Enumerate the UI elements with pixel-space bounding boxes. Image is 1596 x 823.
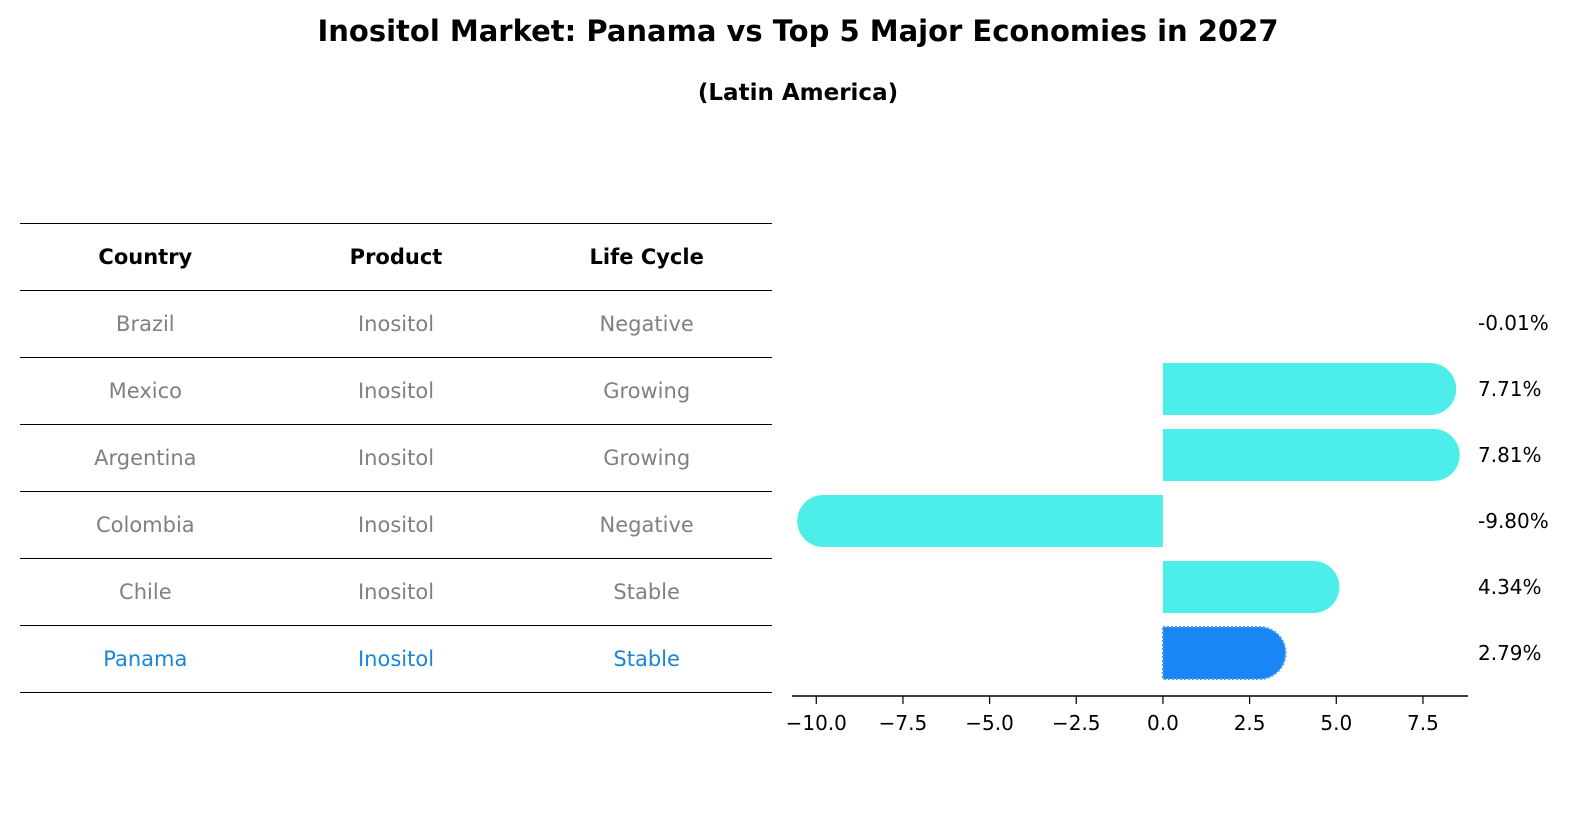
value-label-mexico: 7.71% xyxy=(1478,377,1542,401)
chart-title: Inositol Market: Panama vs Top 5 Major E… xyxy=(317,14,1279,48)
table-row: Colombia Inositol Negative xyxy=(20,491,772,558)
header-country: Country xyxy=(98,245,193,269)
cell-product: Inositol xyxy=(357,647,435,671)
value-label-argentina: 7.81% xyxy=(1478,443,1542,467)
x-tick-label: 7.5 xyxy=(1407,711,1439,735)
cell-life-cycle: Growing xyxy=(603,446,691,470)
value-label-colombia: -9.80% xyxy=(1478,509,1549,533)
cell-country: Brazil xyxy=(116,312,175,336)
cell-life-cycle: Negative xyxy=(599,513,694,537)
table-header-row: Country Product Life Cycle xyxy=(20,223,772,290)
x-tick-label: −5.0 xyxy=(965,711,1014,735)
cell-life-cycle: Stable xyxy=(613,580,680,604)
table-row: Mexico Inositol Growing xyxy=(20,357,772,424)
bar-colombia xyxy=(797,495,1163,547)
bar-chile xyxy=(1162,561,1340,613)
cell-country: Mexico xyxy=(108,379,182,403)
bar-mexico xyxy=(1162,363,1457,415)
value-label-brazil: -0.01% xyxy=(1478,311,1549,335)
x-tick-label: 5.0 xyxy=(1320,711,1352,735)
bar-panama xyxy=(1161,626,1287,680)
cell-life-cycle: Negative xyxy=(599,312,694,336)
header-life-cycle: Life Cycle xyxy=(589,245,704,269)
table-row: Brazil Inositol Negative xyxy=(20,290,772,357)
cell-country: Chile xyxy=(119,580,172,604)
table-row: Argentina Inositol Growing xyxy=(20,424,772,491)
table-row-highlight: Panama Inositol Stable xyxy=(20,625,772,693)
x-tick-label: 2.5 xyxy=(1234,711,1266,735)
chart-subtitle: (Latin America) xyxy=(697,80,899,106)
cell-life-cycle: Growing xyxy=(603,379,691,403)
cell-country: Colombia xyxy=(95,513,195,537)
cell-product: Inositol xyxy=(357,312,435,336)
cell-product: Inositol xyxy=(357,379,435,403)
x-tick-label: −2.5 xyxy=(1052,711,1101,735)
bar-argentina xyxy=(1162,429,1460,481)
cell-product: Inositol xyxy=(357,513,435,537)
cell-country: Panama xyxy=(103,647,188,671)
x-tick-label: −7.5 xyxy=(879,711,928,735)
cell-product: Inositol xyxy=(357,580,435,604)
cell-life-cycle: Stable xyxy=(613,647,680,671)
table-row: Chile Inositol Stable xyxy=(20,558,772,625)
value-label-panama: 2.79% xyxy=(1478,641,1542,665)
cell-country: Argentina xyxy=(94,446,197,470)
x-tick-label: 0.0 xyxy=(1147,711,1179,735)
country-table: Country Product Life Cycle Brazil Inosit… xyxy=(20,223,772,693)
cell-product: Inositol xyxy=(357,446,435,470)
x-tick-label: −10.0 xyxy=(786,711,847,735)
header-product: Product xyxy=(349,245,443,269)
value-label-chile: 4.34% xyxy=(1478,575,1542,599)
